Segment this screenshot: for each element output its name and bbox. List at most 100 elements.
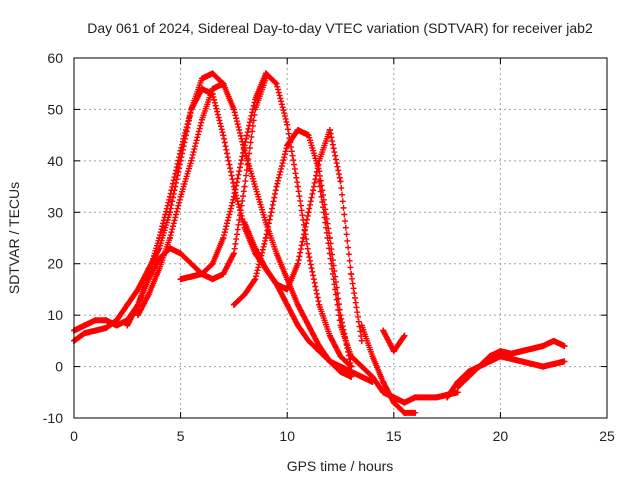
data-point bbox=[220, 80, 227, 87]
data-point bbox=[220, 271, 227, 277]
data-point bbox=[476, 363, 483, 370]
data-point bbox=[380, 379, 387, 385]
data-point bbox=[326, 358, 333, 365]
series-sat-j bbox=[380, 327, 408, 355]
data-point bbox=[241, 183, 248, 190]
data-point bbox=[305, 337, 312, 344]
data-point bbox=[529, 361, 536, 367]
data-point bbox=[156, 265, 163, 272]
data-point bbox=[262, 265, 269, 272]
data-point bbox=[252, 183, 259, 190]
data-point bbox=[230, 301, 237, 308]
data-point bbox=[284, 301, 291, 308]
data-point bbox=[294, 301, 301, 308]
data-point bbox=[337, 322, 344, 329]
data-point bbox=[124, 301, 131, 308]
data-point bbox=[134, 312, 141, 319]
data-point bbox=[209, 85, 216, 92]
x-tick-label: 10 bbox=[279, 428, 295, 444]
data-point bbox=[166, 193, 173, 200]
data-point bbox=[188, 157, 195, 164]
data-point bbox=[305, 250, 312, 257]
y-tick-label: 0 bbox=[55, 359, 63, 375]
data-point bbox=[220, 132, 227, 139]
data-point bbox=[156, 255, 163, 262]
data-point bbox=[294, 260, 301, 267]
data-point bbox=[209, 70, 216, 77]
series-sat-d bbox=[134, 80, 355, 380]
data-point bbox=[380, 327, 387, 334]
data-point bbox=[102, 317, 109, 324]
data-point bbox=[561, 343, 568, 349]
data-point bbox=[284, 142, 291, 149]
data-point bbox=[380, 389, 387, 396]
data-point bbox=[198, 116, 205, 123]
data-point bbox=[166, 209, 173, 216]
data-point bbox=[230, 250, 237, 257]
data-point bbox=[454, 384, 461, 391]
data-point bbox=[273, 281, 280, 288]
x-axis-label: GPS time / hours bbox=[287, 458, 394, 474]
data-point bbox=[113, 317, 120, 324]
data-point bbox=[401, 399, 408, 406]
data-point bbox=[348, 271, 355, 277]
data-point bbox=[316, 343, 323, 349]
data-point bbox=[316, 178, 323, 185]
data-point bbox=[220, 235, 227, 241]
data-point bbox=[465, 373, 472, 380]
data-point bbox=[273, 80, 280, 87]
data-point bbox=[113, 322, 120, 329]
data-point bbox=[81, 330, 88, 337]
data-point bbox=[358, 322, 365, 329]
y-tick-label: 40 bbox=[47, 153, 63, 169]
series-sat-f bbox=[230, 127, 355, 370]
x-tick-label: 20 bbox=[493, 428, 509, 444]
data-point bbox=[348, 353, 355, 360]
data-point bbox=[209, 260, 216, 267]
data-point bbox=[369, 353, 376, 360]
data-point bbox=[241, 219, 248, 226]
x-tick-label: 25 bbox=[599, 428, 615, 444]
data-point bbox=[550, 337, 557, 344]
data-point bbox=[262, 70, 269, 77]
data-point bbox=[284, 286, 291, 293]
data-point bbox=[348, 373, 355, 380]
data-point bbox=[294, 183, 301, 190]
data-point bbox=[337, 178, 344, 185]
x-tick-label: 0 bbox=[70, 428, 78, 444]
data-point bbox=[177, 276, 184, 283]
data-point bbox=[486, 353, 493, 360]
plot-frame bbox=[73, 57, 608, 419]
data-point bbox=[326, 332, 333, 339]
data-point bbox=[294, 127, 301, 133]
data-point bbox=[241, 291, 248, 298]
data-point bbox=[134, 301, 141, 308]
data-point bbox=[401, 332, 408, 339]
data-point bbox=[284, 121, 291, 128]
data-point bbox=[241, 142, 248, 149]
data-point bbox=[412, 409, 419, 416]
data-point bbox=[348, 363, 355, 370]
data-point bbox=[358, 363, 365, 370]
data-point bbox=[412, 394, 419, 401]
data-point bbox=[433, 394, 440, 401]
data-point bbox=[156, 245, 163, 252]
data-point bbox=[422, 394, 429, 401]
data-point bbox=[444, 394, 451, 401]
data-point bbox=[316, 301, 323, 308]
data-point bbox=[508, 355, 515, 362]
data-point bbox=[390, 348, 397, 355]
data-point bbox=[188, 106, 195, 113]
y-tick-label: 20 bbox=[47, 256, 63, 272]
data-point bbox=[561, 358, 568, 365]
data-point bbox=[390, 399, 397, 406]
data-point bbox=[550, 361, 557, 367]
y-axis-label: SDTVAR / TECUs bbox=[6, 182, 22, 294]
data-point bbox=[252, 96, 259, 103]
x-tick-label: 5 bbox=[177, 428, 185, 444]
data-point bbox=[188, 260, 195, 267]
y-tick-label: 10 bbox=[47, 307, 63, 323]
data-point bbox=[529, 345, 536, 352]
data-point bbox=[252, 276, 259, 283]
data-point bbox=[262, 235, 269, 241]
